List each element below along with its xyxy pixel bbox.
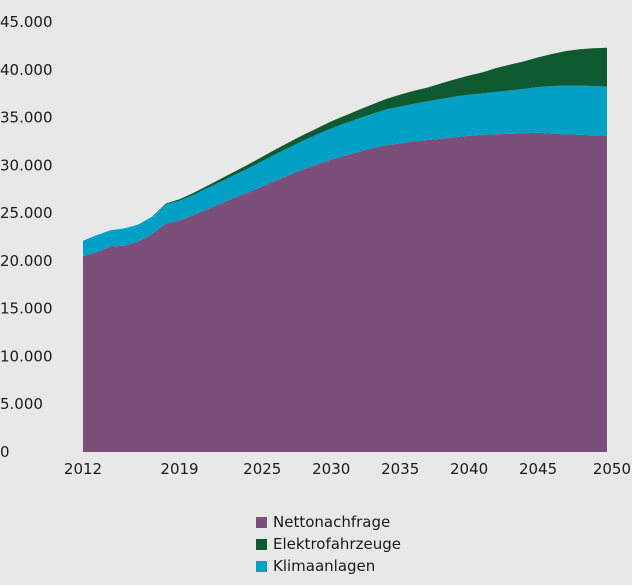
y-tick-label: 10.000	[0, 347, 53, 365]
legend: Nettonachfrage Elektrofahrzeuge Klimaanl…	[256, 511, 401, 577]
x-axis: 2012 2019 2025 2030 2035 2040 2045 2050	[64, 460, 631, 478]
x-tick-label: 2035	[381, 460, 419, 478]
x-tick-label: 2019	[160, 460, 198, 478]
y-tick-label: 15.000	[0, 300, 53, 318]
area-nettonachfrage	[83, 132, 607, 453]
area-klimaanlagen	[83, 85, 607, 257]
legend-label-elektrofahrzeuge: Elektrofahrzeuge	[273, 535, 401, 553]
x-tick-label: 2030	[312, 460, 350, 478]
legend-label-nettonachfrage: Nettonachfrage	[273, 513, 391, 531]
area-elektrofahrzeuge	[83, 47, 607, 241]
y-tick-label: 5.000	[0, 395, 43, 413]
legend-item-nettonachfrage: Nettonachfrage	[256, 511, 401, 533]
y-tick-label: 30.000	[0, 156, 53, 174]
x-tick-label: 2050	[593, 460, 631, 478]
x-tick-label: 2025	[243, 460, 281, 478]
y-axis: 0 5.000 10.000 15.000 20.000 25.000 30.000 35.0…	[0, 13, 53, 461]
y-tick-label: 25.000	[0, 204, 53, 222]
legend-swatch-nettonachfrage	[256, 516, 267, 528]
legend-swatch-klimaanlagen	[256, 560, 267, 572]
legend-item-elektrofahrzeuge: Elektrofahrzeuge	[256, 533, 401, 555]
y-tick-label: 20.000	[0, 252, 53, 270]
x-tick-label: 2012	[64, 460, 102, 478]
stacked-area-chart: 0 5.000 10.000 15.000 20.000 25.000 30.000 35.0…	[0, 13, 631, 478]
legend-label-klimaanlagen: Klimaanlagen	[273, 557, 376, 575]
y-tick-label: 45.000	[0, 13, 53, 31]
x-tick-label: 2040	[450, 460, 488, 478]
legend-item-klimaanlagen: Klimaanlagen	[256, 555, 401, 577]
y-tick-label: 40.000	[0, 61, 53, 79]
plot-area	[83, 47, 607, 453]
x-tick-label: 2045	[519, 460, 557, 478]
y-tick-label: 0	[0, 443, 10, 461]
y-tick-label: 35.000	[0, 109, 53, 127]
legend-swatch-elektrofahrzeuge	[256, 538, 267, 550]
